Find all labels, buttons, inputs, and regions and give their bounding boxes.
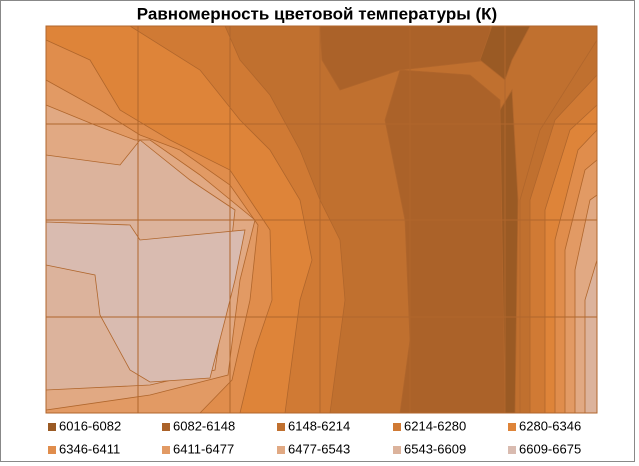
legend-label: 6411-6477 (173, 441, 234, 456)
legend-swatch (393, 423, 401, 431)
legend-swatch (48, 446, 56, 454)
legend-swatch (508, 423, 516, 431)
legend-label: 6280-6346 (519, 418, 581, 433)
plot-border (45, 25, 598, 414)
legend-label: 6543-6609 (404, 441, 466, 456)
legend-swatch (508, 446, 516, 454)
legend-swatch (162, 446, 170, 454)
legend: 6016-6082 6082-6148 6148-6214 6214-6280 6280… (48, 418, 581, 456)
legend-label: 6477-6543 (288, 441, 350, 456)
legend-label: 6082-6148 (173, 418, 235, 433)
legend-label: 6148-6214 (288, 418, 350, 433)
legend-swatch (48, 423, 56, 431)
chart-title: Равномерность цветовой температуры (К) (137, 4, 497, 23)
legend-label: 6609-6675 (519, 441, 581, 456)
legend-label: 6214-6280 (404, 418, 466, 433)
legend-swatch (162, 423, 170, 431)
legend-label: 6346-6411 (59, 441, 120, 456)
contour-band (45, 221, 246, 383)
legend-swatch (277, 423, 285, 431)
legend-swatch (393, 446, 401, 454)
legend-label: 6016-6082 (59, 418, 121, 433)
legend-swatch (277, 446, 285, 454)
grid (45, 25, 598, 414)
